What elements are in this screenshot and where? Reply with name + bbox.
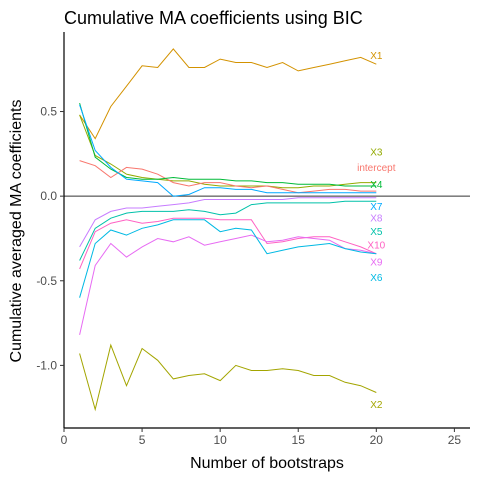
- series-line-x9: [79, 234, 377, 336]
- series-line-x2: [79, 343, 377, 412]
- series-line-x1: [79, 48, 377, 140]
- x-axis-ticks: 0 5 10 15 20 25: [61, 428, 462, 447]
- series-label-x4: X4: [370, 180, 383, 191]
- x-tick-label: 15: [292, 433, 306, 447]
- x-tick-label: 10: [213, 433, 227, 447]
- x-tick-label: 0: [61, 433, 68, 447]
- series-line-x8: [79, 197, 377, 248]
- chart-title: Cumulative MA coefficients using BIC: [64, 8, 363, 28]
- y-tick-label: 0.5: [40, 105, 57, 119]
- series-label-x1: X1: [370, 51, 383, 62]
- y-tick-label: -1.0: [36, 358, 57, 372]
- y-axis-title: Cumulative averaged MA coefficients: [8, 100, 25, 363]
- x-tick-label: 5: [139, 433, 146, 447]
- series-line-x5: [79, 200, 377, 261]
- series-lines: [79, 48, 377, 412]
- series-label-x7: X7: [370, 202, 383, 213]
- y-tick-label: -0.5: [36, 274, 57, 288]
- x-tick-label: 20: [370, 433, 384, 447]
- series-label-x3: X3: [370, 148, 383, 159]
- y-axis-ticks: -1.0 -0.5 0.0 0.5: [36, 105, 64, 372]
- x-axis-title: Number of bootstraps: [190, 455, 344, 472]
- series-line-x6: [79, 219, 377, 298]
- series-line-intercept: [79, 160, 377, 194]
- series-label-x9: X9: [370, 258, 383, 269]
- series-label-x5: X5: [370, 227, 383, 238]
- series-label-intercept: intercept: [357, 163, 396, 174]
- series-line-x4: [79, 102, 377, 187]
- series-label-x8: X8: [370, 214, 383, 225]
- series-label-x6: X6: [370, 273, 383, 284]
- series-label-x10: X10: [367, 241, 385, 252]
- series-label-x2: X2: [370, 400, 383, 411]
- series-line-x3: [79, 114, 377, 189]
- x-tick-label: 25: [448, 433, 462, 447]
- series-line-x7: [79, 104, 377, 197]
- y-tick-label: 0.0: [40, 189, 57, 203]
- series-line-x10: [79, 217, 377, 270]
